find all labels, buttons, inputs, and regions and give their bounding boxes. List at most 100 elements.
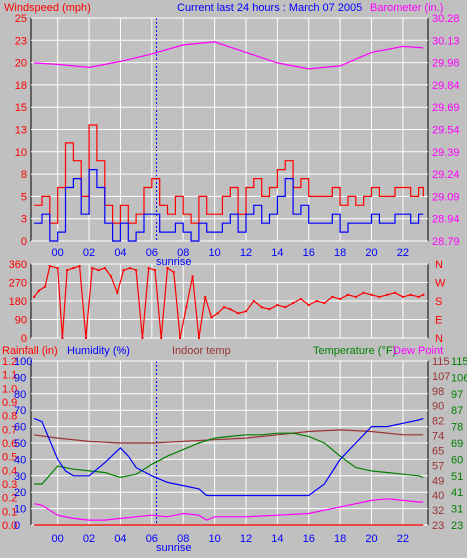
direction-point bbox=[260, 306, 263, 309]
direction-point bbox=[122, 269, 125, 272]
indoor-temp-y-tick: 82 bbox=[432, 416, 444, 428]
windspeed-y-tick: 5 bbox=[21, 191, 27, 203]
sunrise-label-temp: sunrise bbox=[156, 542, 191, 554]
direction-point bbox=[422, 293, 425, 296]
direction-point bbox=[147, 267, 150, 270]
barometer-y-tick: 28.94 bbox=[432, 214, 460, 226]
windspeed-series-line bbox=[34, 169, 424, 242]
direction-point bbox=[252, 300, 255, 302]
direction-point bbox=[354, 295, 357, 298]
indoor-temp-y-tick: 57 bbox=[432, 460, 444, 472]
temperature-axis-title: Temperature (°F) bbox=[313, 345, 396, 357]
direction-point bbox=[116, 291, 119, 294]
humidity-y-tick: 50 bbox=[14, 438, 26, 450]
windspeed-y-tick: 25 bbox=[15, 13, 27, 25]
dew-point-axis-title: Dew Point bbox=[393, 345, 443, 357]
direction-point bbox=[185, 306, 188, 309]
chart-title: Current last 24 hours : March 07 2005 bbox=[177, 2, 362, 14]
indoor-temp-y-tick: 98 bbox=[432, 386, 444, 398]
direction-point bbox=[216, 312, 219, 315]
rainfall-y-tick: 0.1 bbox=[2, 506, 17, 518]
barometer-y-tick: 30.28 bbox=[432, 13, 460, 25]
direction-point bbox=[237, 312, 240, 315]
direction-point bbox=[417, 295, 420, 298]
direction-point bbox=[339, 297, 342, 300]
direction-series-line bbox=[33, 265, 424, 339]
windspeed-y-tick: 18 bbox=[15, 80, 27, 92]
direction-point bbox=[91, 267, 94, 270]
windspeed-y-tick: 8 bbox=[21, 169, 27, 181]
direction-point bbox=[160, 337, 163, 339]
direction-point bbox=[141, 337, 144, 339]
temperature-y-tick: 60 bbox=[451, 454, 463, 466]
direction-point bbox=[362, 291, 365, 294]
windspeed-y-tick: 10 bbox=[15, 147, 27, 159]
indoor-temp-y-tick: 74 bbox=[432, 431, 444, 443]
temperature-y-tick: 31 bbox=[451, 504, 463, 516]
humidity-y-tick: 10 bbox=[14, 504, 26, 516]
barometer-y-tick: 29.84 bbox=[432, 80, 460, 92]
direction-point bbox=[284, 306, 287, 309]
indoor-temp-axis-title: Indoor temp bbox=[172, 345, 231, 357]
direction-point bbox=[409, 293, 412, 296]
humidity-y-tick: 80 bbox=[14, 389, 26, 401]
wind-x-tick: 02 bbox=[83, 247, 95, 259]
rainfall-y-tick: 0.3 bbox=[2, 479, 17, 491]
temp-x-tick: 04 bbox=[114, 533, 126, 545]
wind-x-tick: 12 bbox=[240, 247, 252, 259]
humidity-y-tick: 40 bbox=[14, 454, 26, 466]
barometer-y-tick: 29.24 bbox=[432, 169, 460, 181]
rainfall-y-tick: 0.4 bbox=[2, 465, 17, 477]
direction-point bbox=[346, 293, 349, 296]
barometer-y-tick: 29.39 bbox=[432, 147, 460, 159]
wind-x-tick: 16 bbox=[303, 247, 315, 259]
rainfall-y-tick: 0.5 bbox=[2, 452, 17, 464]
direction-point bbox=[276, 304, 279, 307]
humidity-y-tick: 90 bbox=[14, 372, 26, 384]
wind-x-tick: 06 bbox=[146, 247, 158, 259]
direction-point bbox=[386, 293, 389, 296]
temperature-y-tick: 23 bbox=[451, 520, 463, 532]
humidity-y-tick: 20 bbox=[14, 487, 26, 499]
humidity-series-line bbox=[33, 417, 424, 497]
humidity-y-tick: 0 bbox=[14, 520, 20, 532]
direction-point bbox=[244, 310, 247, 313]
temp-x-tick: 20 bbox=[365, 533, 377, 545]
compass-y-tick: E bbox=[435, 315, 442, 327]
windspeed-y-tick: 3 bbox=[21, 214, 27, 226]
direction-point bbox=[110, 275, 113, 278]
humidity-y-tick: 100 bbox=[14, 356, 32, 368]
temperature-y-tick: 97 bbox=[451, 389, 463, 401]
gust-series-line bbox=[34, 124, 424, 224]
direction-point bbox=[307, 304, 310, 307]
direction-point bbox=[166, 267, 169, 270]
direction-point bbox=[48, 265, 51, 268]
direction-y-tick: 360 bbox=[9, 259, 27, 271]
humidity-y-tick: 70 bbox=[14, 405, 26, 417]
barometer-series-line bbox=[34, 41, 424, 70]
direction-point bbox=[197, 337, 200, 339]
direction-point bbox=[103, 267, 106, 270]
temp-x-tick: 16 bbox=[303, 533, 315, 545]
direction-point bbox=[223, 306, 226, 309]
indoor-temp-y-tick: 23 bbox=[432, 520, 444, 532]
direction-point bbox=[204, 295, 207, 298]
wind-x-tick: 00 bbox=[52, 247, 64, 259]
compass-y-tick: W bbox=[435, 278, 446, 290]
direction-point bbox=[135, 269, 138, 272]
direction-point bbox=[72, 267, 75, 270]
direction-point bbox=[128, 267, 131, 270]
direction-point bbox=[299, 297, 302, 300]
barometer-y-tick: 29.98 bbox=[432, 58, 460, 70]
windspeed-y-tick: 20 bbox=[15, 58, 27, 70]
windspeed-y-tick: 23 bbox=[15, 35, 27, 47]
direction-point bbox=[66, 269, 69, 272]
wind-x-tick: 20 bbox=[365, 247, 377, 259]
barometer-y-tick: 30.13 bbox=[432, 35, 460, 47]
windspeed-y-tick: 13 bbox=[15, 125, 27, 137]
temp-x-tick: 12 bbox=[240, 533, 252, 545]
direction-point bbox=[44, 285, 47, 288]
direction-point bbox=[315, 300, 318, 302]
direction-point bbox=[268, 308, 271, 311]
